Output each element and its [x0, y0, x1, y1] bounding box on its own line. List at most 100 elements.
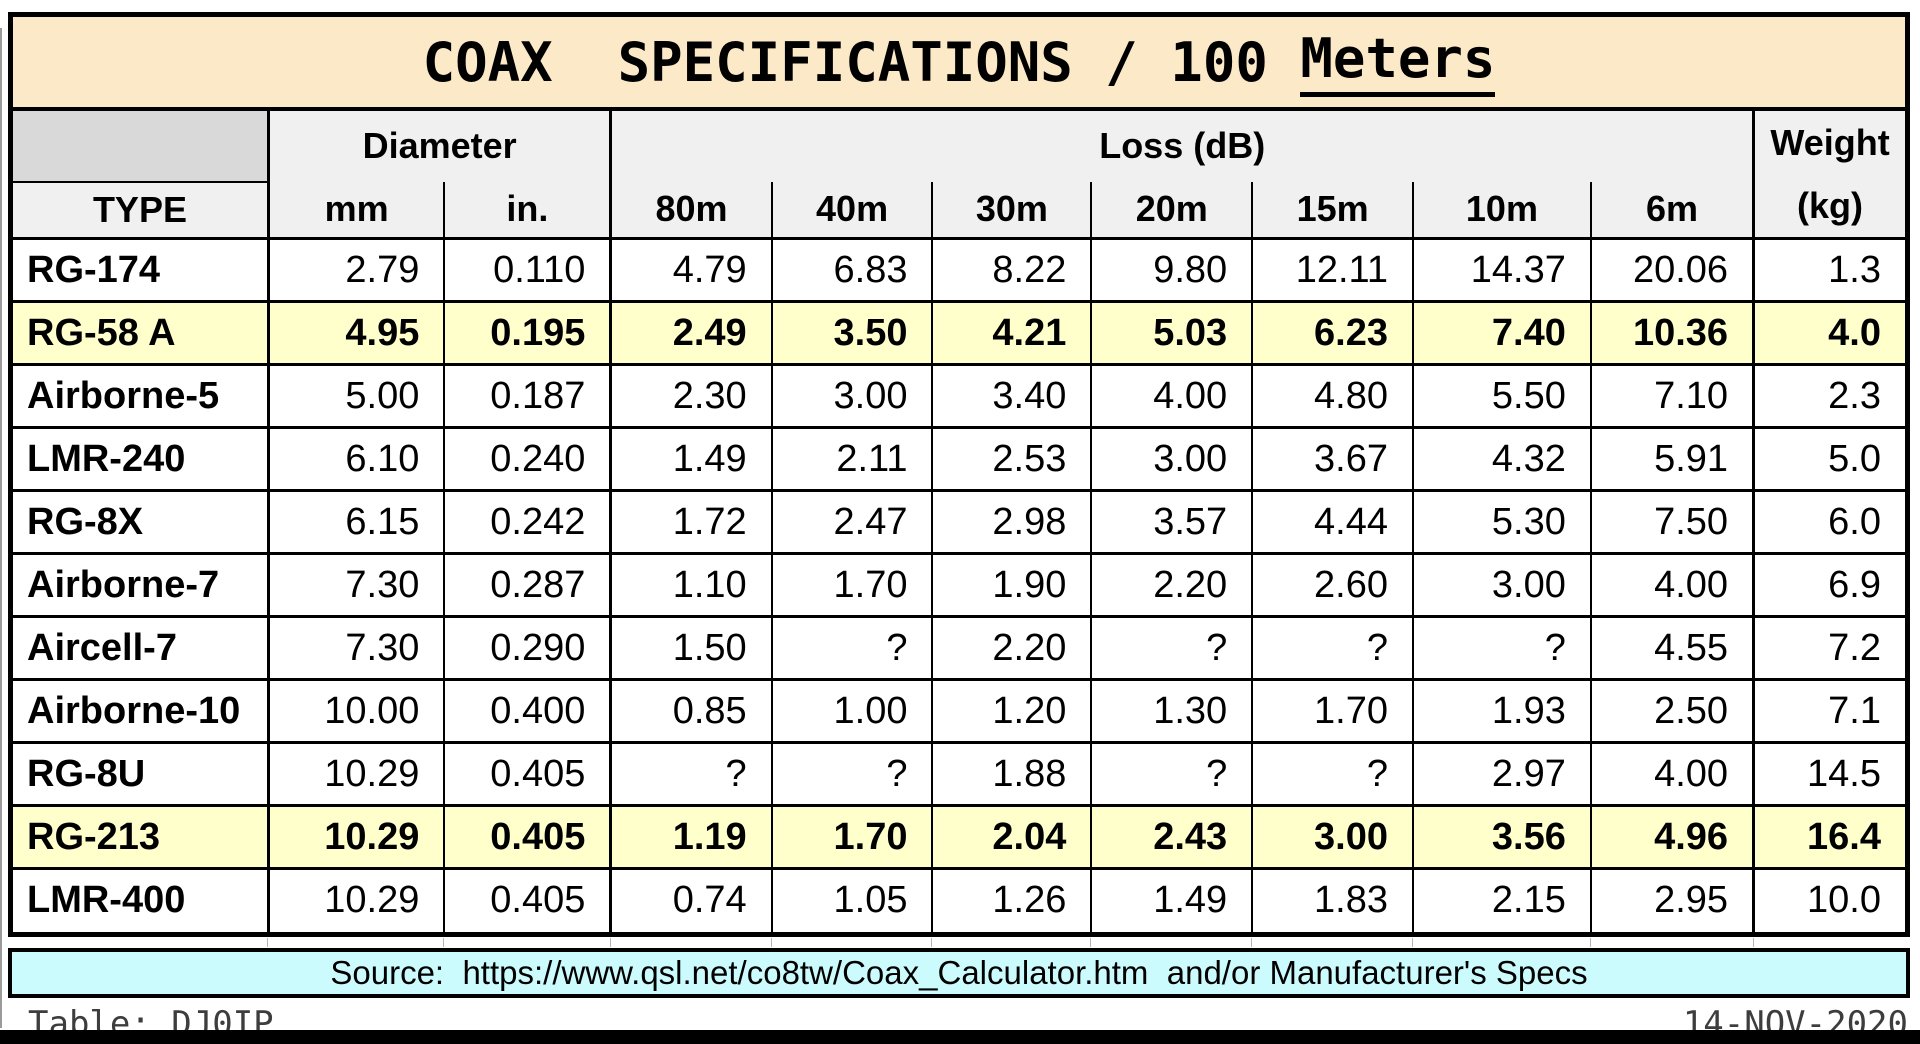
source-text: Source: https://www.qsl.net/co8tw/Coax_C…	[330, 953, 1588, 991]
table-row: Airborne-10 10.00 0.400 0.85 1.00 1.20 1.30 1.7…	[13, 678, 1905, 743]
type-column-header: TYPE	[13, 181, 270, 240]
row-type-cell: Airborne-5	[13, 363, 270, 428]
row-value-cell: 1.70	[1252, 678, 1415, 743]
row-value-cell: ?	[1252, 741, 1415, 806]
col-header-6m: 6m	[1590, 181, 1756, 240]
row-value-cell: 4.00	[1590, 741, 1756, 806]
row-value-cell: 4.79	[610, 237, 773, 302]
row-value-cell: 2.95	[1590, 867, 1756, 932]
row-value-cell: 6.9	[1753, 552, 1905, 617]
row-value-cell: 10.0	[1753, 867, 1905, 932]
row-value-cell: 4.00	[1091, 363, 1254, 428]
table-row: Airborne-7 7.30 0.287 1.10 1.70 1.90 2.20 2.60 3…	[13, 552, 1905, 617]
row-value-cell: 1.20	[932, 678, 1093, 743]
row-value-cell: 2.50	[1590, 678, 1756, 743]
col-header-10m: 10m	[1413, 181, 1592, 240]
row-value-cell: 1.19	[610, 804, 773, 869]
row-value-cell: 3.50	[771, 300, 934, 365]
row-value-cell: 4.00	[1590, 552, 1756, 617]
row-type-cell: LMR-400	[13, 867, 270, 932]
stub-cell	[932, 937, 1092, 947]
row-value-cell: 1.70	[771, 552, 934, 617]
row-value-cell: 0.242	[444, 489, 613, 554]
row-value-cell: 0.287	[444, 552, 613, 617]
stub-cell	[268, 937, 445, 947]
row-value-cell: 2.60	[1252, 552, 1415, 617]
row-value-cell: 9.80	[1091, 237, 1254, 302]
row-value-cell: 2.15	[1413, 867, 1592, 932]
row-value-cell: 4.0	[1753, 300, 1905, 365]
row-value-cell: 2.30	[610, 363, 773, 428]
bottom-black-strip	[0, 1030, 1920, 1044]
weight-label: Weight	[1770, 121, 1890, 163]
row-value-cell: 4.95	[268, 300, 446, 365]
row-value-cell: 1.30	[1091, 678, 1254, 743]
stub-cell	[1091, 937, 1253, 947]
row-value-cell: 4.32	[1413, 426, 1592, 491]
row-value-cell: 10.29	[268, 867, 446, 932]
page-title-text: COAX SPECIFICATIONS / 100	[422, 30, 1301, 94]
row-value-cell: 2.3	[1753, 363, 1905, 428]
row-type-cell: RG-58 A	[13, 300, 270, 365]
row-value-cell: 3.00	[1091, 426, 1254, 491]
row-value-cell: 2.04	[932, 804, 1093, 869]
row-type-cell: RG-8X	[13, 489, 270, 554]
row-value-cell: 1.50	[610, 615, 773, 680]
row-value-cell: 2.20	[932, 615, 1093, 680]
row-value-cell: 1.00	[771, 678, 934, 743]
table-body: RG-174 2.79 0.110 4.79 6.83 8.22 9.80 12.11 14.3…	[13, 237, 1905, 932]
row-value-cell: ?	[610, 741, 773, 806]
row-value-cell: 3.56	[1413, 804, 1592, 869]
main-table-frame: COAX SPECIFICATIONS / 100 Meters Diamete…	[8, 12, 1910, 937]
row-value-cell: 0.290	[444, 615, 613, 680]
row-value-cell: 16.4	[1753, 804, 1905, 869]
row-value-cell: 0.405	[444, 867, 613, 932]
row-value-cell: 10.36	[1590, 300, 1756, 365]
row-value-cell: 0.74	[610, 867, 773, 932]
row-value-cell: 7.2	[1753, 615, 1905, 680]
stub-cell	[13, 937, 269, 947]
row-value-cell: 7.40	[1413, 300, 1592, 365]
row-value-cell: 10.29	[268, 804, 446, 869]
row-value-cell: 3.00	[1252, 804, 1415, 869]
col-header-20m: 20m	[1091, 181, 1254, 240]
row-value-cell: ?	[1413, 615, 1592, 680]
row-value-cell: 5.91	[1590, 426, 1756, 491]
row-type-cell: LMR-240	[13, 426, 270, 491]
stub-cell	[1413, 937, 1591, 947]
row-value-cell: 4.80	[1252, 363, 1415, 428]
row-value-cell: 0.195	[444, 300, 613, 365]
row-value-cell: 0.405	[444, 741, 613, 806]
stub-cell	[1591, 937, 1754, 947]
row-value-cell: 0.85	[610, 678, 773, 743]
row-value-cell: 2.97	[1413, 741, 1592, 806]
weight-unit-label: (kg)	[1797, 184, 1864, 226]
row-type-cell: Airborne-10	[13, 678, 270, 743]
row-value-cell: 2.47	[771, 489, 934, 554]
stub-row	[13, 937, 1905, 947]
table-row: RG-213 10.29 0.405 1.19 1.70 2.04 2.43 3.00 3.56…	[13, 804, 1905, 869]
row-value-cell: ?	[771, 741, 934, 806]
row-value-cell: 2.79	[268, 237, 446, 302]
row-value-cell: 1.26	[932, 867, 1093, 932]
screen-left-edge	[0, 28, 2, 1028]
row-value-cell: 1.3	[1753, 237, 1905, 302]
row-value-cell: 10.29	[268, 741, 446, 806]
row-value-cell: 0.400	[444, 678, 613, 743]
col-header-15m: 15m	[1252, 181, 1415, 240]
table-row: Aircell-7 7.30 0.290 1.50? 2.20??? 4.55 7.2	[13, 615, 1905, 680]
col-header-in: in.	[444, 181, 613, 240]
row-type-cell: RG-8U	[13, 741, 270, 806]
row-value-cell: 1.70	[771, 804, 934, 869]
row-value-cell: 1.90	[932, 552, 1093, 617]
page-title: COAX SPECIFICATIONS / 100 Meters	[13, 17, 1905, 111]
row-value-cell: 3.40	[932, 363, 1093, 428]
row-value-cell: 4.96	[1590, 804, 1756, 869]
row-value-cell: 14.37	[1413, 237, 1592, 302]
row-value-cell: 7.50	[1590, 489, 1756, 554]
row-value-cell: 7.30	[268, 615, 446, 680]
loss-group-header: Loss (dB)	[610, 111, 1756, 182]
col-header-80m: 80m	[610, 181, 773, 240]
row-value-cell: 14.5	[1753, 741, 1905, 806]
stub-cell	[1754, 938, 1905, 947]
